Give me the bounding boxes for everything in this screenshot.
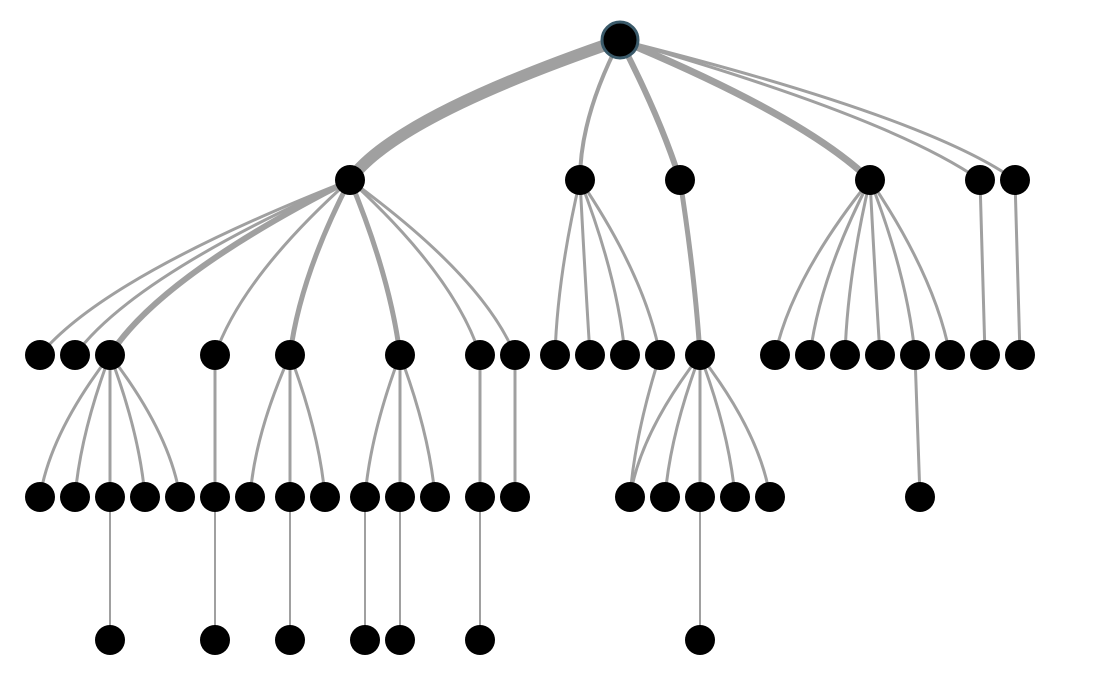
tree-node bbox=[95, 340, 125, 370]
edges-group bbox=[40, 40, 1020, 640]
tree-node bbox=[25, 482, 55, 512]
tree-node bbox=[565, 165, 595, 195]
tree-node bbox=[130, 482, 160, 512]
tree-node bbox=[965, 165, 995, 195]
edge bbox=[110, 355, 180, 497]
tree-node bbox=[575, 340, 605, 370]
tree-node bbox=[1000, 165, 1030, 195]
tree-node bbox=[900, 340, 930, 370]
tree-node bbox=[335, 165, 365, 195]
edge bbox=[700, 355, 770, 497]
edge bbox=[870, 180, 915, 355]
edge bbox=[110, 355, 145, 497]
tree-node bbox=[465, 340, 495, 370]
tree-node bbox=[310, 482, 340, 512]
edge bbox=[290, 355, 325, 497]
edge bbox=[980, 180, 985, 355]
tree-node bbox=[95, 625, 125, 655]
tree-node bbox=[385, 625, 415, 655]
tree-node bbox=[685, 482, 715, 512]
tree-node bbox=[645, 340, 675, 370]
edge bbox=[620, 40, 1015, 180]
tree-node bbox=[610, 340, 640, 370]
edge bbox=[580, 180, 660, 355]
tree-node bbox=[465, 625, 495, 655]
edge bbox=[75, 180, 350, 355]
tree-node bbox=[200, 340, 230, 370]
tree-node bbox=[385, 340, 415, 370]
tree-node bbox=[350, 482, 380, 512]
edge bbox=[870, 180, 950, 355]
tree-node bbox=[1005, 340, 1035, 370]
edge bbox=[1015, 180, 1020, 355]
tree-diagram bbox=[0, 0, 1115, 697]
tree-node bbox=[235, 482, 265, 512]
edge bbox=[365, 355, 400, 497]
edge bbox=[350, 180, 480, 355]
tree-node bbox=[165, 482, 195, 512]
edge bbox=[350, 180, 400, 355]
tree-node bbox=[935, 340, 965, 370]
tree-node bbox=[970, 340, 1000, 370]
tree-node bbox=[275, 482, 305, 512]
tree-node bbox=[865, 340, 895, 370]
tree-node bbox=[540, 340, 570, 370]
root-node bbox=[602, 22, 638, 58]
tree-node bbox=[720, 482, 750, 512]
tree-node bbox=[665, 165, 695, 195]
edge bbox=[40, 355, 110, 497]
tree-node bbox=[275, 625, 305, 655]
tree-node bbox=[795, 340, 825, 370]
edge bbox=[400, 355, 435, 497]
edge bbox=[250, 355, 290, 497]
tree-node bbox=[420, 482, 450, 512]
tree-node bbox=[855, 165, 885, 195]
edge bbox=[75, 355, 110, 497]
tree-node bbox=[60, 482, 90, 512]
tree-node bbox=[275, 340, 305, 370]
tree-node bbox=[685, 340, 715, 370]
edge bbox=[580, 40, 620, 180]
tree-node bbox=[650, 482, 680, 512]
tree-node bbox=[755, 482, 785, 512]
tree-node bbox=[500, 340, 530, 370]
edge bbox=[665, 355, 700, 497]
tree-node bbox=[500, 482, 530, 512]
tree-node bbox=[385, 482, 415, 512]
tree-node bbox=[760, 340, 790, 370]
edge bbox=[555, 180, 580, 355]
edge bbox=[810, 180, 870, 355]
tree-node bbox=[615, 482, 645, 512]
tree-node bbox=[350, 625, 380, 655]
tree-node bbox=[200, 625, 230, 655]
edge bbox=[700, 355, 735, 497]
tree-node bbox=[830, 340, 860, 370]
tree-node bbox=[60, 340, 90, 370]
tree-node bbox=[200, 482, 230, 512]
edge bbox=[680, 180, 700, 355]
tree-node bbox=[685, 625, 715, 655]
tree-node bbox=[95, 482, 125, 512]
edge bbox=[580, 180, 625, 355]
tree-node bbox=[465, 482, 495, 512]
edge bbox=[915, 355, 920, 497]
tree-node bbox=[25, 340, 55, 370]
tree-node bbox=[905, 482, 935, 512]
